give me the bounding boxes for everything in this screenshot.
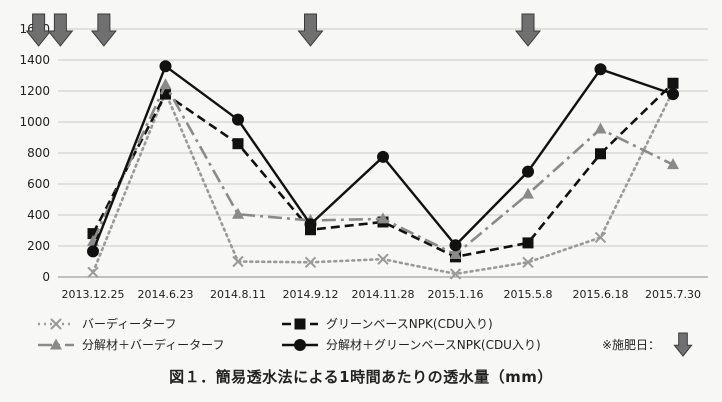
x-marker-stroke bbox=[522, 256, 534, 268]
y-tick-label: 1400 bbox=[19, 53, 50, 67]
data-point bbox=[159, 78, 172, 90]
legend-label: バーディーターフ bbox=[82, 316, 176, 331]
data-point bbox=[377, 150, 389, 163]
data-point bbox=[594, 63, 607, 76]
legend-item-4: 分解材＋グリーンベースNPK(CDU入り) bbox=[282, 338, 541, 352]
data-point bbox=[232, 255, 244, 268]
series-3 bbox=[87, 78, 679, 260]
y-tick-label: 800 bbox=[27, 146, 50, 160]
x-marker-stroke bbox=[304, 256, 317, 268]
data-point bbox=[304, 256, 317, 268]
fertilization-arrow-icon bbox=[514, 13, 542, 47]
data-point bbox=[377, 253, 389, 265]
y-tick-label: 1200 bbox=[19, 84, 50, 98]
line-chart: 020040060080010001200140016002013.12.252… bbox=[19, 13, 708, 357]
data-point bbox=[522, 187, 534, 199]
data-point bbox=[449, 239, 462, 252]
legend-marker bbox=[294, 339, 306, 351]
data-point bbox=[449, 268, 462, 280]
x-marker-stroke bbox=[87, 266, 99, 279]
data-point bbox=[522, 165, 534, 178]
figure-caption: 図１．簡易透水法による1時間あたりの透水量（mm） bbox=[169, 368, 553, 386]
data-point bbox=[232, 138, 244, 150]
x-tick-label: 2014.8.11 bbox=[210, 288, 266, 301]
legend-marker bbox=[50, 318, 62, 330]
x-tick-label: 2015.6.18 bbox=[573, 288, 629, 301]
legend-item-2: グリーンベースNPK(CDU入り) bbox=[282, 317, 493, 331]
fertilization-legend-label: ※施肥日： bbox=[602, 338, 660, 352]
legend-marker bbox=[294, 318, 306, 330]
y-tick-label: 400 bbox=[27, 208, 50, 222]
x-marker-stroke bbox=[50, 318, 62, 330]
legend-item-1: バーディーターフ bbox=[38, 316, 176, 331]
x-marker-stroke bbox=[449, 268, 462, 280]
legend-label: 分解材＋バーディーターフ bbox=[82, 337, 224, 352]
x-tick-label: 2015.7.30 bbox=[645, 288, 701, 301]
x-tick-label: 2013.12.25 bbox=[62, 288, 125, 301]
data-point bbox=[667, 158, 679, 170]
y-tick-label: 0 bbox=[42, 270, 50, 284]
legend-item-3: 分解材＋バーディーターフ bbox=[38, 337, 224, 352]
fertilization-arrow-icon bbox=[90, 13, 117, 47]
data-point bbox=[377, 212, 389, 224]
data-point bbox=[522, 256, 534, 268]
series-line bbox=[91, 82, 674, 259]
x-tick-label: 2014.6.23 bbox=[138, 288, 194, 301]
data-point bbox=[667, 88, 679, 101]
data-point bbox=[449, 248, 462, 260]
data-point bbox=[232, 113, 244, 126]
data-point bbox=[595, 148, 606, 160]
y-tick-label: 200 bbox=[27, 239, 50, 253]
data-point bbox=[87, 245, 99, 258]
x-tick-label: 2014.9.12 bbox=[283, 288, 339, 301]
data-point bbox=[87, 266, 99, 279]
y-tick-label: 1000 bbox=[19, 115, 50, 129]
x-tick-label: 2015.5.8 bbox=[504, 288, 553, 301]
data-point bbox=[304, 218, 317, 231]
fertilization-arrow-icon bbox=[297, 13, 324, 47]
x-marker-stroke bbox=[232, 255, 244, 268]
data-point bbox=[87, 228, 99, 240]
data-point bbox=[160, 88, 171, 100]
legend-marker bbox=[50, 338, 62, 350]
x-marker-stroke bbox=[377, 253, 389, 265]
series-4 bbox=[87, 60, 679, 258]
data-point bbox=[594, 231, 607, 244]
fertilization-arrow-icon bbox=[47, 13, 74, 47]
data-point bbox=[232, 207, 244, 219]
x-tick-label: 2014.11.28 bbox=[352, 288, 415, 301]
legend-label: グリーンベースNPK(CDU入り) bbox=[326, 317, 493, 331]
fertilization-arrow-icon bbox=[25, 13, 52, 47]
legend-arrow-icon bbox=[673, 332, 693, 357]
x-tick-label: 2015.1.16 bbox=[428, 288, 484, 301]
y-tick-label: 600 bbox=[27, 177, 50, 191]
data-point bbox=[522, 237, 534, 249]
series-1 bbox=[87, 85, 679, 280]
x-marker-stroke bbox=[594, 231, 607, 244]
data-point bbox=[667, 77, 679, 89]
data-point bbox=[594, 122, 607, 134]
legend-label: 分解材＋グリーンベースNPK(CDU入り) bbox=[326, 338, 541, 352]
data-point bbox=[159, 60, 172, 73]
